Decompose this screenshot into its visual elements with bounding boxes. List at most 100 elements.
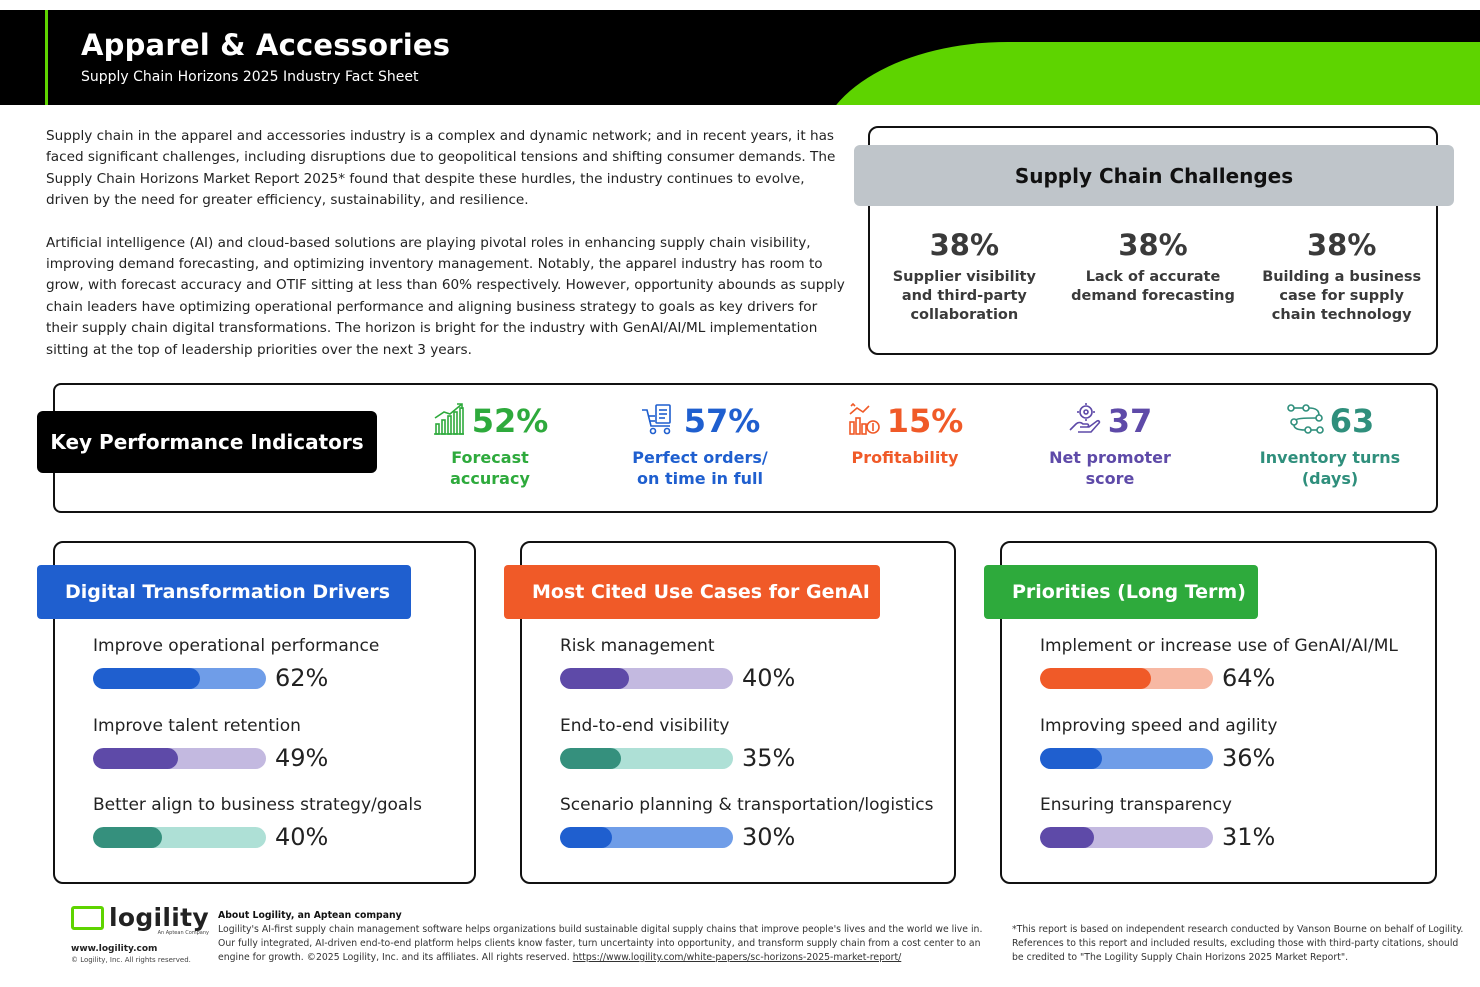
progress-bar [1040, 747, 1213, 769]
order-cart-icon [640, 402, 678, 440]
kpi-value: 52% [471, 402, 549, 440]
kpi-title: Key Performance Indicators [37, 411, 377, 473]
progress-fill [1040, 667, 1151, 689]
metric-label: Risk management [560, 636, 715, 656]
header-banner: Apparel & Accessories Supply Chain Horiz… [0, 10, 1480, 105]
progress-fill [93, 826, 163, 848]
metric-item: Better align to business strategy/goals … [93, 795, 422, 851]
kpi-value: 63 [1329, 402, 1375, 440]
footer-copyright: © Logility, Inc. All rights reserved. [71, 956, 191, 964]
progress-fill [560, 826, 612, 848]
metric-value: 62% [275, 664, 329, 692]
progress-fill [93, 667, 201, 689]
hand-gear-icon [1068, 402, 1102, 440]
metric-value: 64% [1222, 664, 1276, 692]
progress-bar [1040, 667, 1213, 689]
intro-paragraph-1: Supply chain in the apparel and accessor… [46, 128, 836, 209]
metric-label: Improve talent retention [93, 716, 301, 736]
progress-bar [560, 667, 733, 689]
metric-item: Ensuring transparency 31% [1040, 795, 1275, 851]
intro-paragraph-2: Artificial intelligence (AI) and cloud-b… [46, 234, 845, 358]
page-subtitle: Supply Chain Horizons 2025 Industry Fact… [81, 69, 419, 85]
metric-item: End-to-end visibility 35% [560, 716, 795, 772]
metric-value: 36% [1222, 744, 1276, 772]
progress-bar [93, 667, 266, 689]
challenge-value: 38% [929, 228, 1000, 262]
kpi-item-inventory-turns: 63 Inventory turns (days) [1255, 399, 1405, 489]
about-title: About Logility, an Aptean company [218, 910, 402, 921]
kpi-label: Net promoter score [1049, 448, 1171, 488]
digital-transformation-drivers-panel: Digital Transformation Drivers Improve o… [37, 541, 476, 884]
metric-value: 31% [1222, 823, 1276, 851]
supply-chain-challenges-card: Supply Chain Challenges 38% Supplier vis… [854, 126, 1454, 355]
footer-url[interactable]: www.logility.com [71, 944, 158, 954]
metric-label: Scenario planning & transportation/logis… [560, 795, 934, 815]
metric-value: 49% [275, 744, 329, 772]
challenge-label: Supplier visibility and third-party coll… [892, 269, 1036, 323]
progress-fill [93, 747, 178, 769]
header-swoosh [818, 42, 1480, 105]
challenge-label: Building a business case for supply chai… [1262, 269, 1422, 323]
kpi-item-net-promoter-score: 37 Net promoter score [1040, 399, 1180, 489]
metric-value: 35% [742, 744, 796, 772]
progress-fill [1040, 826, 1094, 848]
challenge-item: 38% Supplier visibility and third-party … [870, 228, 1059, 325]
metric-item: Risk management 40% [560, 636, 795, 692]
kpi-item-forecast-accuracy: 52% Forecast accuracy [425, 399, 555, 489]
metric-value: 30% [742, 823, 796, 851]
metric-item: Scenario planning & transportation/logis… [560, 795, 934, 851]
metric-label: End-to-end visibility [560, 716, 730, 736]
progress-bar [1040, 826, 1213, 848]
about-text: Logility's AI-first supply chain managem… [218, 924, 983, 963]
kpi-label: Profitability [851, 448, 959, 467]
genai-use-cases-panel: Most Cited Use Cases for GenAI Risk mana… [504, 541, 956, 884]
kpi-label: Perfect orders/ on time in full [632, 448, 768, 488]
panel-title: Most Cited Use Cases for GenAI [504, 565, 880, 619]
kpi-label: Inventory turns (days) [1259, 448, 1401, 488]
metric-label: Ensuring transparency [1040, 795, 1232, 815]
route-network-icon [1286, 402, 1324, 440]
challenge-value: 38% [1118, 228, 1188, 262]
logo-wordmark: logility [109, 903, 209, 932]
metric-item: Improve operational performance 62% [93, 636, 379, 692]
metric-value: 40% [742, 664, 796, 692]
page-title: Apparel & Accessories [81, 28, 451, 62]
profit-chart-icon [847, 402, 881, 440]
metric-item: Improve talent retention 49% [93, 716, 328, 772]
progress-bar [93, 826, 266, 848]
challenge-item: 38% Lack of accurate demand forecasting [1059, 228, 1248, 325]
metric-item: Implement or increase use of GenAI/AI/ML… [1040, 636, 1398, 692]
metric-label: Implement or increase use of GenAI/AI/ML [1040, 636, 1398, 656]
kpi-value: 37 [1107, 402, 1153, 440]
intro-text: Supply chain in the apparel and accessor… [46, 126, 846, 382]
challenge-item: 38% Building a business case for supply … [1247, 228, 1436, 325]
metric-label: Better align to business strategy/goals [93, 795, 422, 815]
progress-fill [560, 667, 630, 689]
long-term-priorities-panel: Priorities (Long Term) Implement or incr… [984, 541, 1437, 884]
kpi-label: Forecast accuracy [450, 448, 530, 488]
progress-bar [560, 747, 733, 769]
progress-bar [560, 826, 733, 848]
logo-square-icon [71, 905, 104, 930]
challenge-label: Lack of accurate demand forecasting [1071, 269, 1235, 304]
panel-title: Digital Transformation Drivers [37, 565, 411, 619]
metric-label: Improving speed and agility [1040, 716, 1278, 736]
footnote: *This report is based on independent res… [1012, 924, 1464, 963]
logility-logo: logility An Aptean Company [71, 903, 209, 936]
metric-value: 40% [275, 823, 329, 851]
kpi-card: Key Performance Indicators 52% Forecast … [37, 383, 1438, 513]
report-link[interactable]: https://www.logility.com/white-papers/sc… [572, 952, 902, 963]
challenges-title: Supply Chain Challenges [854, 145, 1454, 206]
kpi-item-perfect-orders: 57% Perfect orders/ on time in full [630, 399, 770, 489]
header-accent-bar [45, 10, 48, 105]
progress-bar [93, 747, 266, 769]
logo-tagline: An Aptean Company [157, 930, 209, 936]
progress-fill [560, 747, 621, 769]
chart-growth-icon [432, 402, 466, 440]
challenge-value: 38% [1306, 228, 1377, 262]
kpi-value: 15% [886, 402, 964, 440]
about-section: About Logility, an Aptean company Logili… [218, 909, 988, 965]
kpi-value: 57% [683, 402, 761, 440]
panel-title: Priorities (Long Term) [984, 565, 1258, 619]
kpi-item-profitability: 15% Profitability [845, 399, 965, 468]
